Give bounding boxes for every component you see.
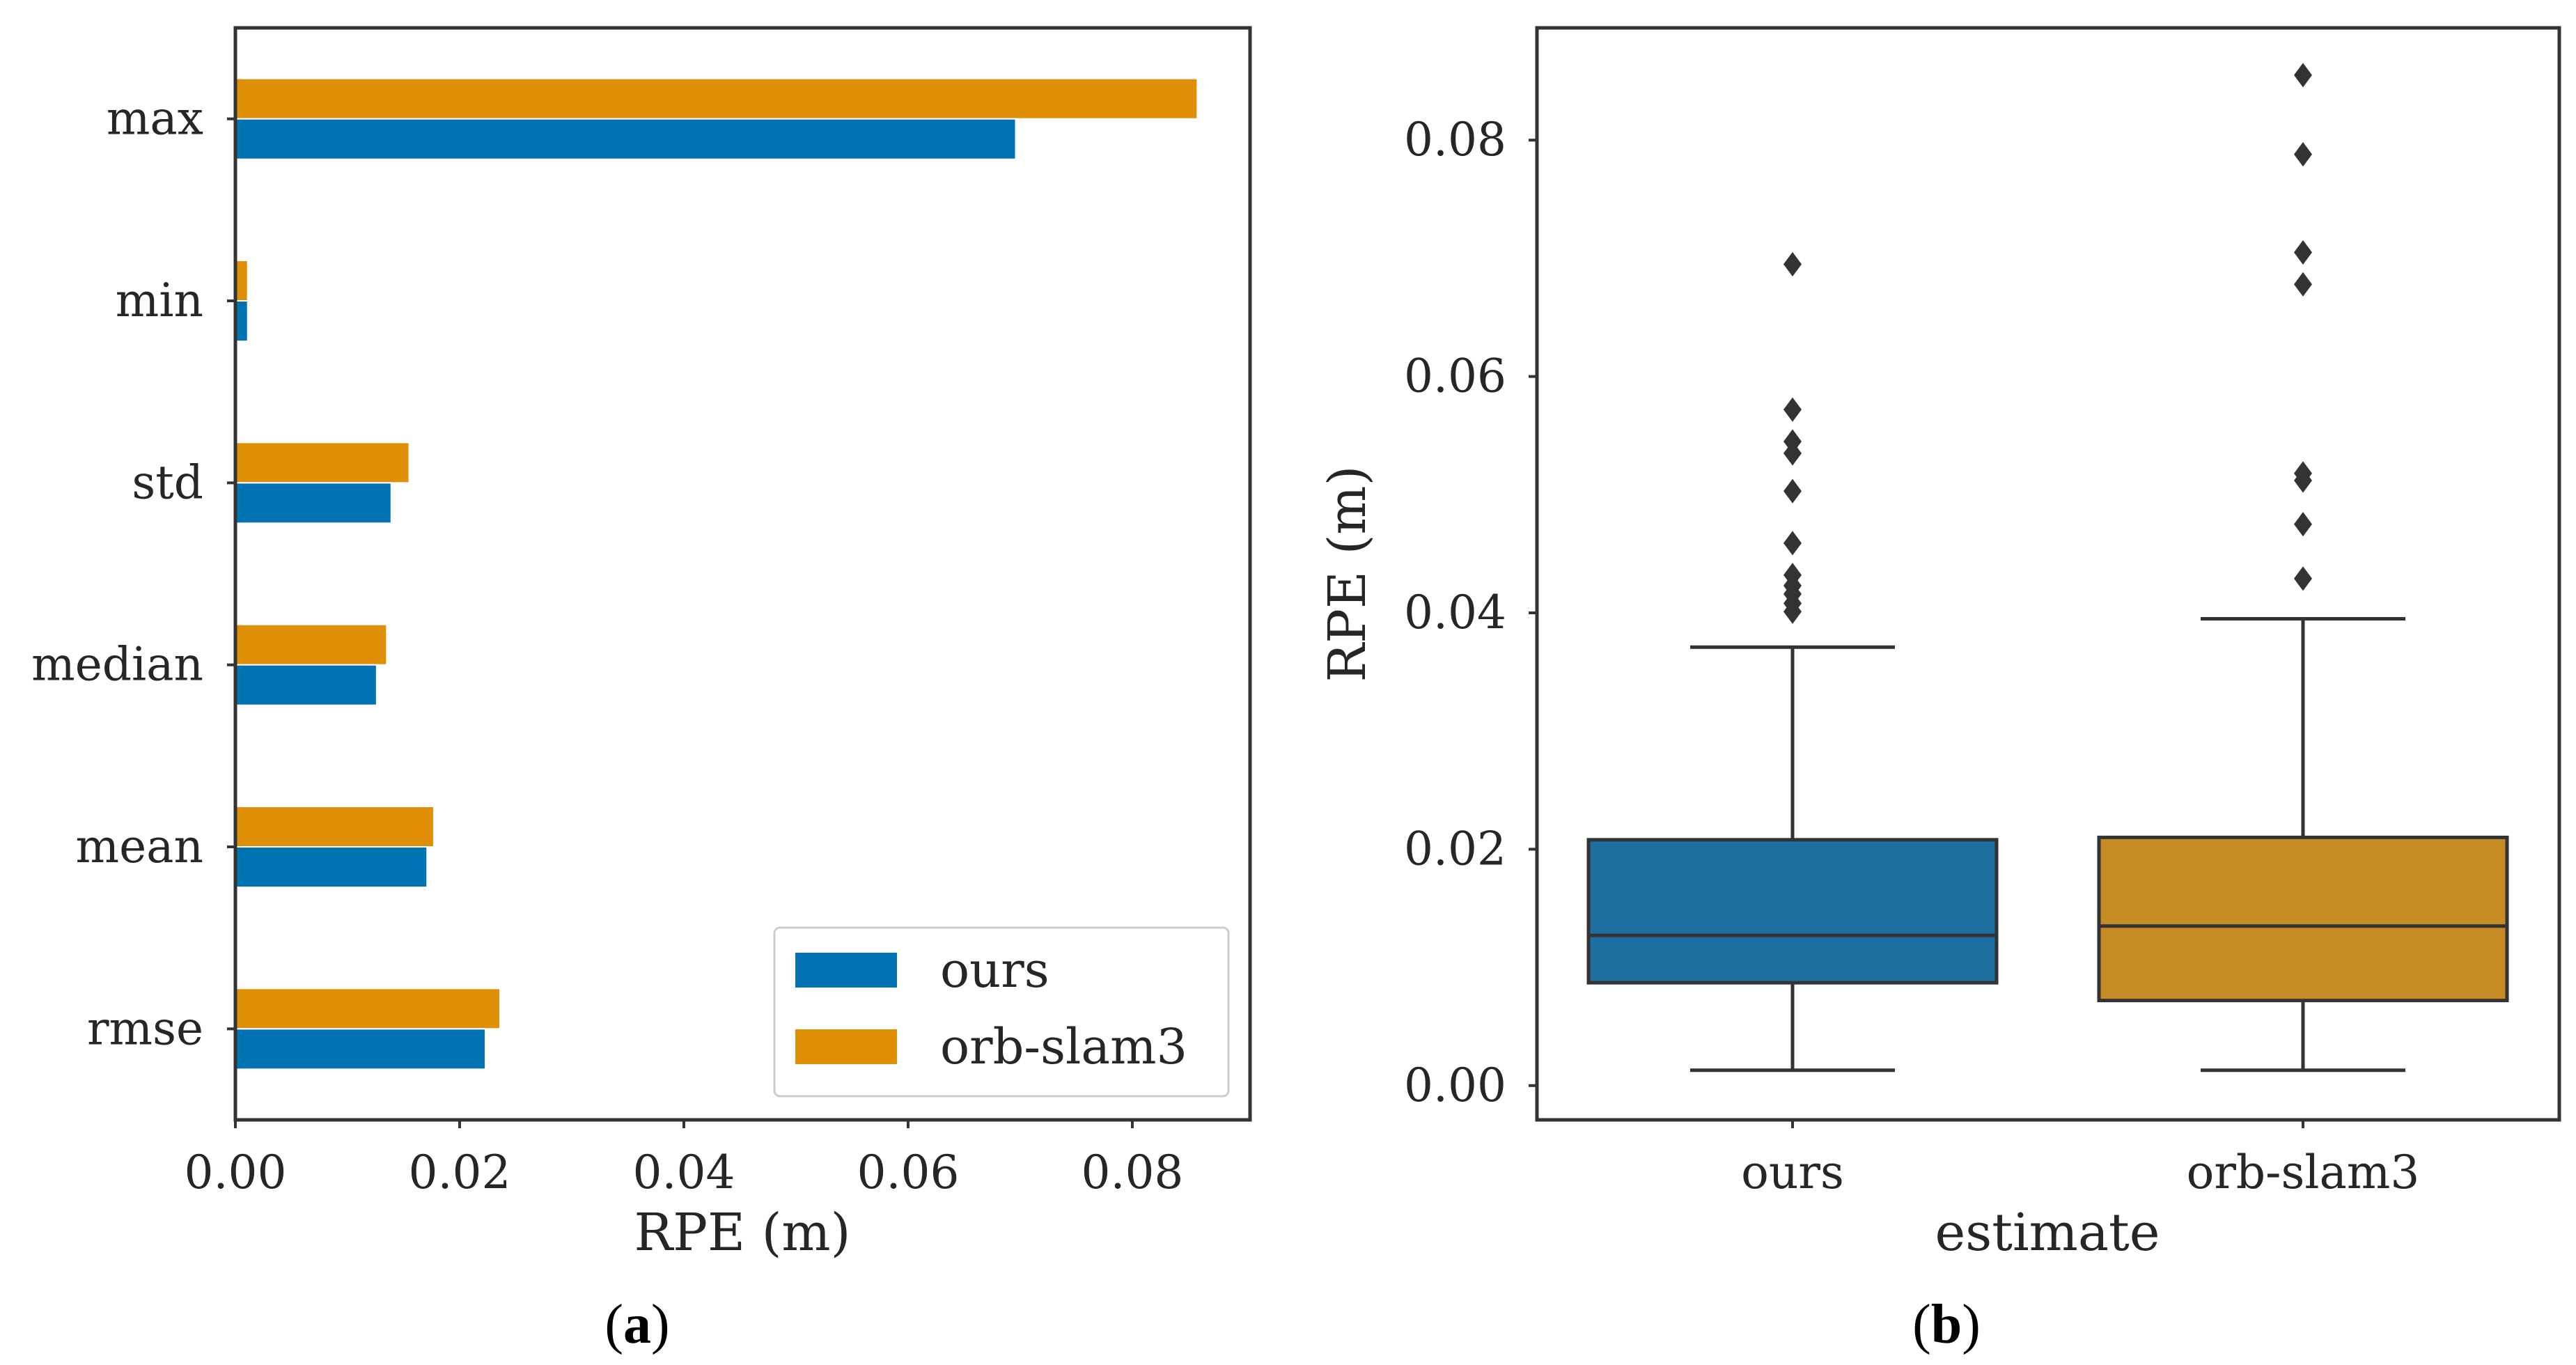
x-tick-label: 0.02: [409, 1146, 511, 1199]
bar-max-ours: [235, 118, 1017, 160]
panel-b-box-plot: 0.00 0.02 0.04 0.06 0.08 ours orb-slam3 estim…: [1318, 26, 2561, 1355]
outlier-ours: [1783, 478, 1802, 504]
outlier-ours: [1783, 251, 1802, 276]
y-tick-label: 0.06: [1404, 350, 1506, 403]
panel-label-open-paren: (: [604, 1294, 623, 1355]
bar-rmse-ours: [235, 1028, 487, 1070]
panel-a-bar-chart: 0.00 0.02 0.04 0.06 0.08 max min std median mean…: [31, 26, 1252, 1355]
outlier-orb-slam3: [2294, 566, 2312, 591]
y-tick-label-rmse: rmse: [87, 1001, 203, 1055]
bar-mean-ours: [235, 846, 428, 888]
x-tick-label-orb-slam3: orb-slam3: [2187, 1146, 2420, 1199]
x-tick-label: 0.00: [185, 1146, 287, 1199]
bar-min-orb-slam3: [235, 260, 249, 302]
outlier-orb-slam3: [2294, 512, 2312, 537]
legend-swatch-ours: [795, 953, 897, 988]
outlier-orb-slam3: [2294, 142, 2312, 167]
outlier-ours: [1783, 397, 1802, 422]
outlier-ours: [1783, 599, 1802, 624]
panel-label-letter: a: [623, 1294, 651, 1355]
y-tick-label: 0.00: [1404, 1059, 1506, 1112]
bar-rmse-orb-slam3: [235, 988, 501, 1030]
panel-label-close-paren: ): [1962, 1294, 1981, 1355]
y-tick-label-mean: mean: [76, 820, 204, 873]
outlier-orb-slam3: [2294, 240, 2312, 265]
y-tick-label-min: min: [116, 274, 203, 327]
bar-min-ours: [235, 300, 249, 342]
outlier-orb-slam3: [2294, 468, 2312, 493]
x-tick-label-ours: ours: [1741, 1146, 1844, 1199]
x-tick-label: 0.06: [857, 1146, 959, 1199]
outlier-ours: [1783, 531, 1802, 556]
box-ours: [1586, 838, 1999, 985]
bar-max-orb-slam3: [235, 77, 1199, 120]
y-tick-label-median: median: [31, 638, 203, 692]
legend-label-ours: ours: [940, 942, 1049, 999]
legend-swatch-orb-slam3: [795, 1029, 897, 1064]
y-tick-label-max: max: [107, 92, 203, 146]
outlier-orb-slam3: [2294, 63, 2312, 88]
x-axis-label: estimate: [1935, 1203, 2160, 1263]
panel-label-b: (b): [1912, 1294, 1981, 1355]
y-tick-label: 0.04: [1404, 586, 1506, 639]
bar-mean-orb-slam3: [235, 806, 435, 848]
x-tick-label: 0.08: [1081, 1146, 1183, 1199]
x-axis-categories: ours orb-slam3: [1741, 1120, 2419, 1199]
x-axis-ticks: 0.00 0.02 0.04 0.06 0.08: [185, 1120, 1183, 1199]
legend-label-orb-slam3: orb-slam3: [940, 1018, 1187, 1075]
y-axis-categories: max min std median mean rmse: [31, 92, 235, 1055]
bar-median-ours: [235, 664, 377, 706]
outlier-orb-slam3: [2294, 272, 2312, 297]
x-tick-label: 0.04: [633, 1146, 735, 1199]
panel-label-close-paren: ): [651, 1294, 670, 1355]
panel-label-a: (a): [604, 1294, 669, 1355]
bar-std-ours: [235, 482, 392, 524]
y-axis-ticks: 0.00 0.02 0.04 0.06 0.08: [1404, 113, 1537, 1112]
y-tick-label: 0.02: [1404, 822, 1506, 875]
box-group: [1586, 63, 2509, 1072]
bar-std-orb-slam3: [235, 442, 410, 484]
x-axis-label: RPE (m): [634, 1203, 851, 1263]
panel-label-open-paren: (: [1912, 1294, 1931, 1355]
y-axis-label: RPE (m): [1318, 466, 1377, 682]
panel-label-letter: b: [1931, 1294, 1962, 1355]
box-orb-slam3: [2097, 835, 2509, 1003]
bar-group: [235, 77, 1199, 1070]
legend: ours orb-slam3: [773, 926, 1230, 1098]
bar-median-orb-slam3: [235, 623, 388, 666]
y-tick-label: 0.08: [1404, 113, 1506, 166]
y-tick-label-std: std: [132, 455, 203, 509]
outlier-ours: [1783, 441, 1802, 466]
plot-frame: [1535, 26, 2561, 1122]
plot-frame: [233, 26, 1252, 1122]
